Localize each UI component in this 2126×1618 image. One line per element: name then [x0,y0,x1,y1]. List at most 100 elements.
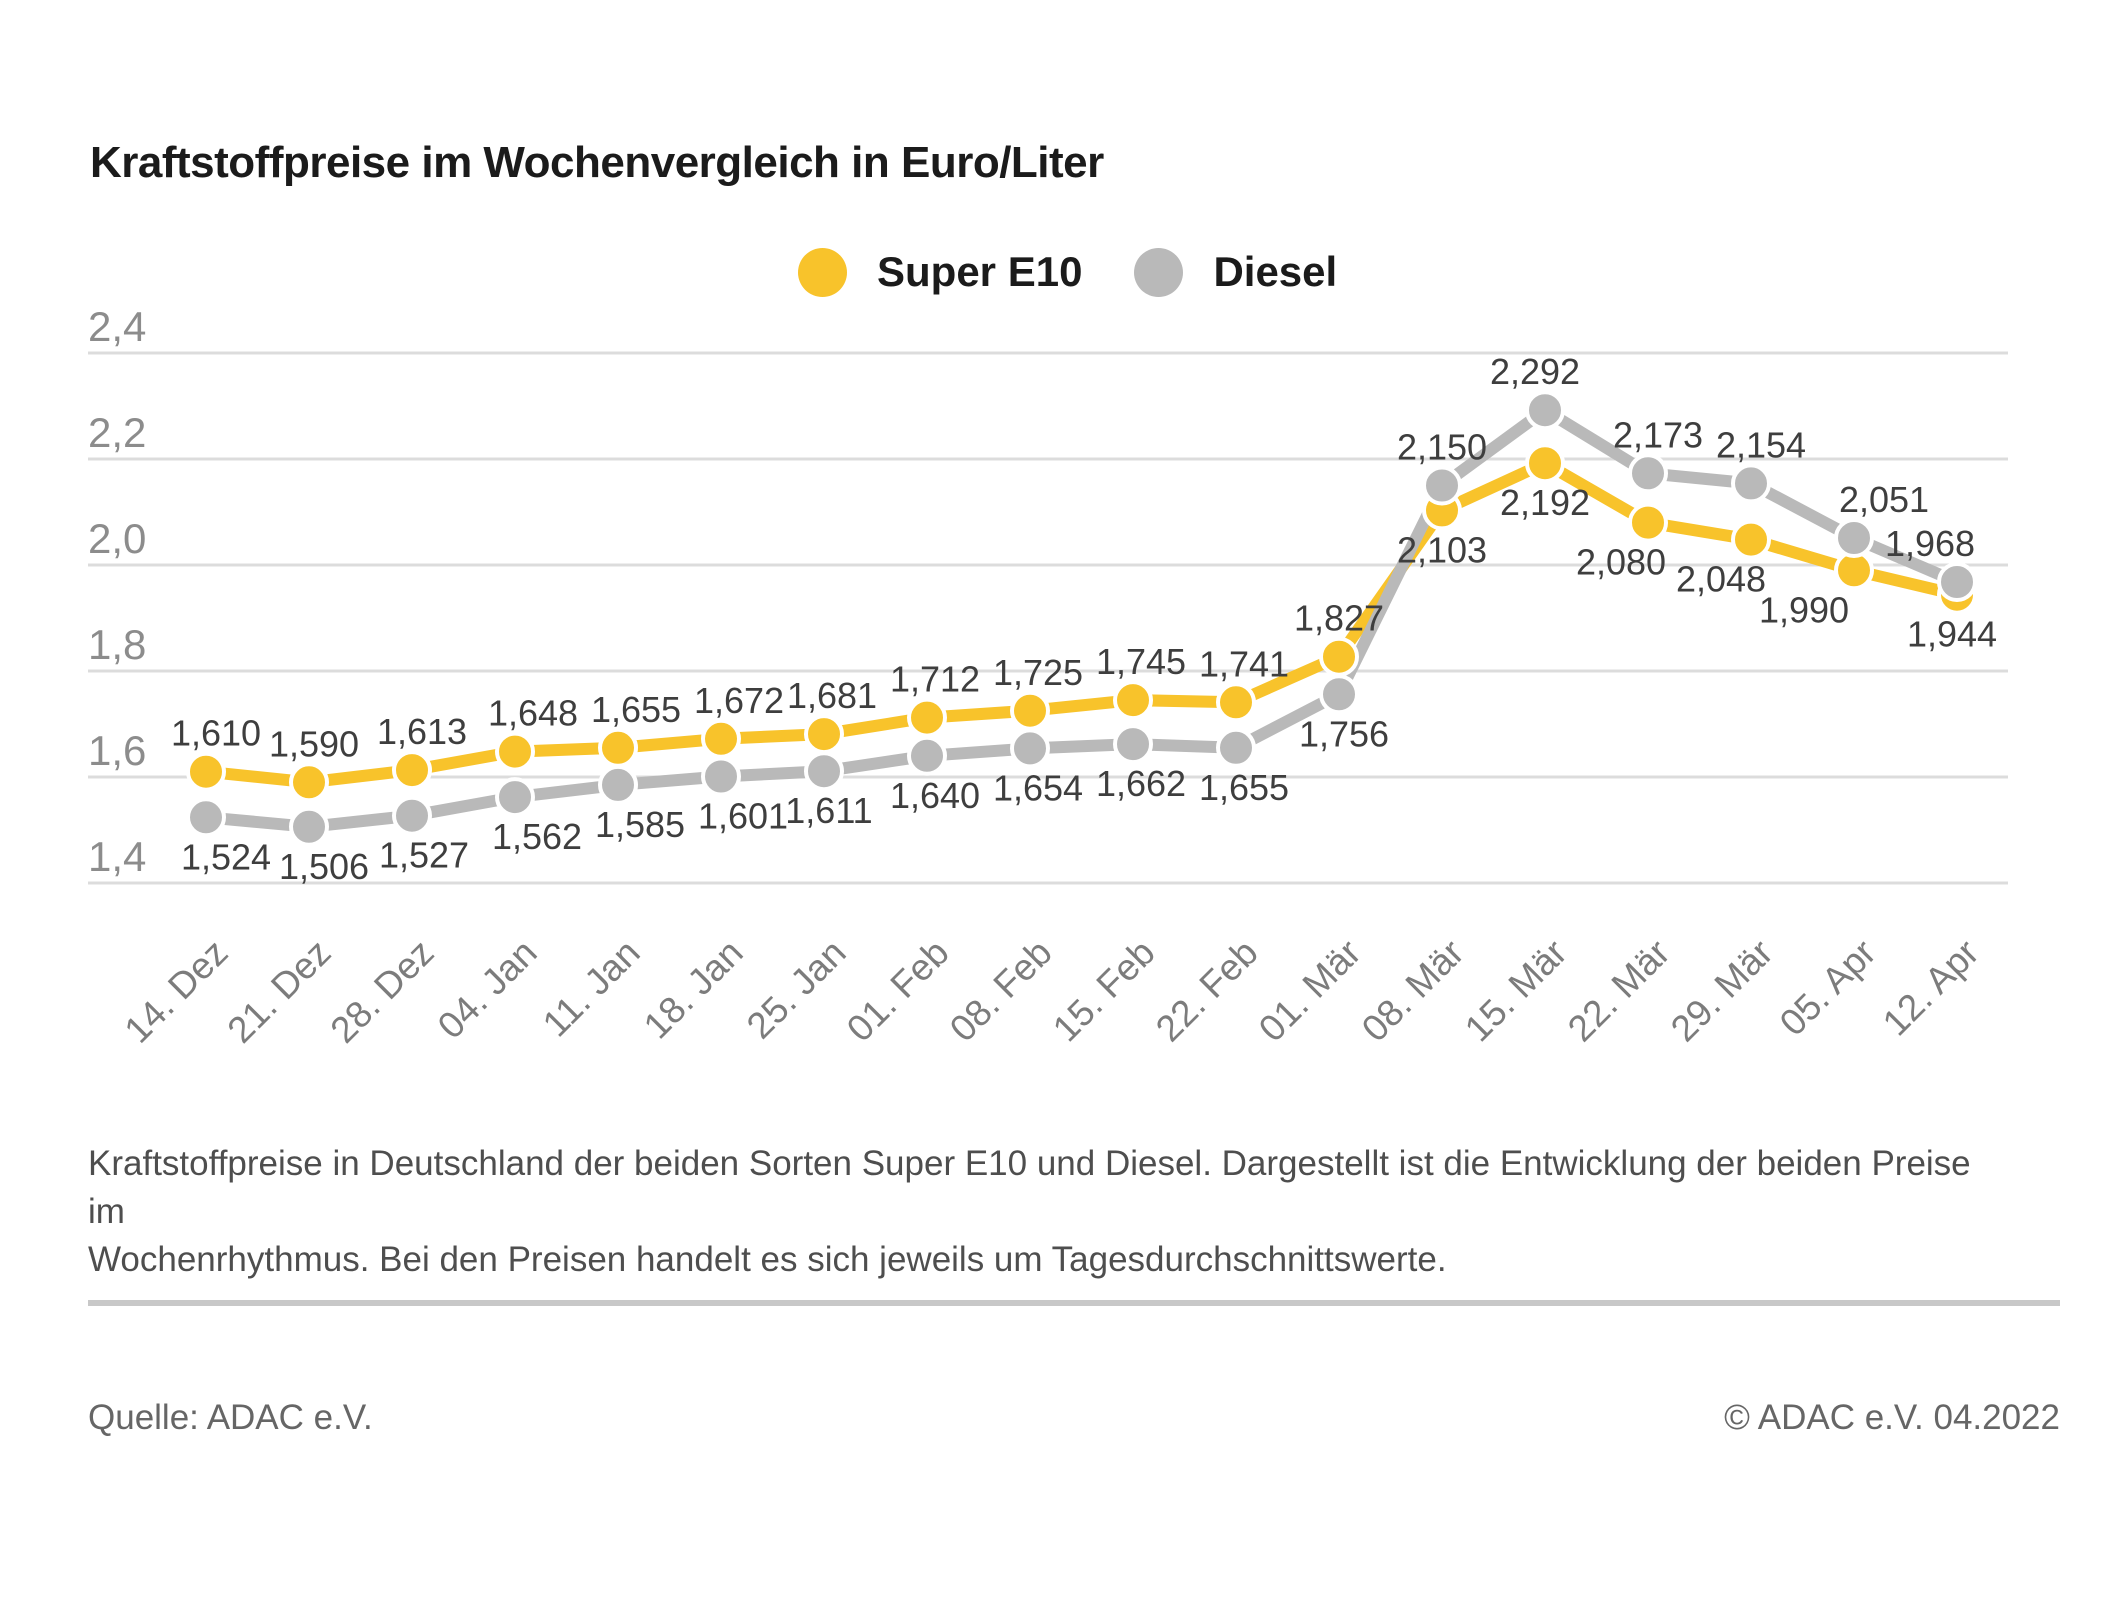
x-tick-label: 11. Jan [535,932,648,1045]
data-point-super-e10 [1731,519,1771,560]
data-label: 2,048 [1676,559,1766,600]
legend-item-diesel: Diesel [1134,247,1338,297]
data-label: 1,640 [890,775,980,816]
data-point-super-e10 [598,727,638,768]
source-label: Quelle: ADAC e.V. [88,1398,373,1437]
data-point-diesel [804,751,844,792]
data-label: 1,712 [890,659,980,700]
data-label: 1,756 [1299,713,1389,754]
data-label: 1,648 [488,693,578,734]
data-label: 1,655 [591,689,681,730]
x-tick-label: 29. Mär [1663,932,1781,1050]
data-label: 1,562 [492,816,582,857]
x-tick-label: 15. Mär [1457,932,1575,1050]
data-label: 1,745 [1096,641,1186,682]
data-label: 1,662 [1096,763,1186,804]
data-label: 2,173 [1613,414,1703,455]
x-tick-label: 01. Feb [839,932,957,1050]
data-point-diesel [907,735,947,776]
data-label: 1,672 [694,680,784,721]
footer-divider [88,1300,2060,1306]
data-label: 1,827 [1294,598,1384,639]
data-label: 1,741 [1199,643,1289,684]
data-point-diesel [1422,465,1462,506]
data-point-super-e10 [289,762,329,803]
data-point-diesel [1319,674,1359,715]
data-point-diesel [1937,562,1977,602]
x-tick-label: 21. Dez [219,932,338,1051]
chart-caption: Kraftstoffpreise in Deutschland der beid… [88,1140,2008,1284]
data-point-diesel [1628,453,1668,494]
data-label: 1,613 [377,711,467,752]
y-tick-label: 1,8 [88,621,146,668]
data-label: 1,590 [269,723,359,764]
x-tick-label: 05. Apr [1772,932,1884,1044]
data-point-super-e10 [1319,636,1359,677]
caption-line-2: Wochenrhythmus. Bei den Preisen handelt … [88,1240,1447,1279]
x-tick-label: 14. Dez [116,932,235,1051]
data-point-super-e10 [701,718,741,759]
x-tick-label: 08. Mär [1354,932,1472,1050]
legend: Super E10 Diesel [798,247,1337,297]
data-point-super-e10 [186,751,226,792]
data-label: 1,725 [993,652,1083,693]
x-tick-label: 28. Dez [322,932,441,1051]
data-point-diesel [186,797,226,838]
legend-label-diesel: Diesel [1213,248,1338,295]
y-tick-label: 1,6 [88,727,146,774]
data-point-diesel [1216,727,1256,768]
legend-item-super-e10: Super E10 [798,247,1083,297]
data-label: 1,585 [595,804,685,845]
y-tick-label: 2,4 [88,303,146,350]
data-point-diesel [701,756,741,797]
data-label: 1,601 [698,795,788,836]
x-tick-label: 25. Jan [739,932,854,1047]
x-tick-label: 18. Jan [636,932,751,1047]
y-tick-label: 2,0 [88,515,146,562]
series-line-super-e10 [205,457,1959,789]
caption-line-1: Kraftstoffpreise in Deutschland der beid… [88,1144,1971,1231]
data-point-super-e10 [804,714,844,755]
data-point-super-e10 [1628,502,1668,543]
diesel-dot-icon [1134,247,1184,297]
y-tick-label: 1,4 [88,833,146,880]
data-label: 1,524 [181,836,271,877]
data-point-super-e10 [1525,443,1565,484]
legend-label-super-e10: Super E10 [877,248,1083,295]
data-label: 1,681 [787,675,877,716]
x-tick-label: 22. Feb [1148,932,1266,1050]
data-label: 1,990 [1759,589,1849,630]
x-tick-label: 04. Jan [430,932,545,1047]
data-label: 1,654 [993,767,1083,808]
data-point-super-e10 [907,697,947,738]
data-label: 2,103 [1397,529,1487,570]
data-label: 1,944 [1907,614,1997,655]
x-tick-label: 12. Apr [1875,932,1987,1044]
data-label: 2,080 [1576,542,1666,583]
data-point-diesel [392,795,432,836]
data-label: 1,968 [1885,523,1975,564]
data-point-diesel [598,764,638,805]
data-label: 1,610 [171,713,261,754]
data-point-super-e10 [495,731,535,772]
x-tick-label: 15. Feb [1045,932,1163,1050]
data-label: 2,150 [1397,427,1487,468]
x-tick-label: 08. Feb [942,932,1060,1050]
data-label: 2,192 [1500,482,1590,523]
data-point-super-e10 [1113,680,1153,721]
data-point-super-e10 [1010,690,1050,731]
data-point-super-e10 [392,750,432,791]
data-point-diesel [1113,724,1153,765]
x-tick-label: 01. Mär [1251,932,1369,1050]
super-e10-dot-icon [798,247,847,297]
data-label: 1,655 [1199,767,1289,808]
data-label: 2,292 [1490,351,1580,392]
copyright-label: © ADAC e.V. 04.2022 [1724,1398,2060,1437]
data-label: 2,051 [1839,479,1929,520]
data-point-diesel [289,806,329,847]
data-point-diesel [1731,463,1771,504]
data-point-diesel [495,777,535,818]
data-point-diesel [1525,390,1565,431]
data-point-diesel [1834,518,1874,558]
